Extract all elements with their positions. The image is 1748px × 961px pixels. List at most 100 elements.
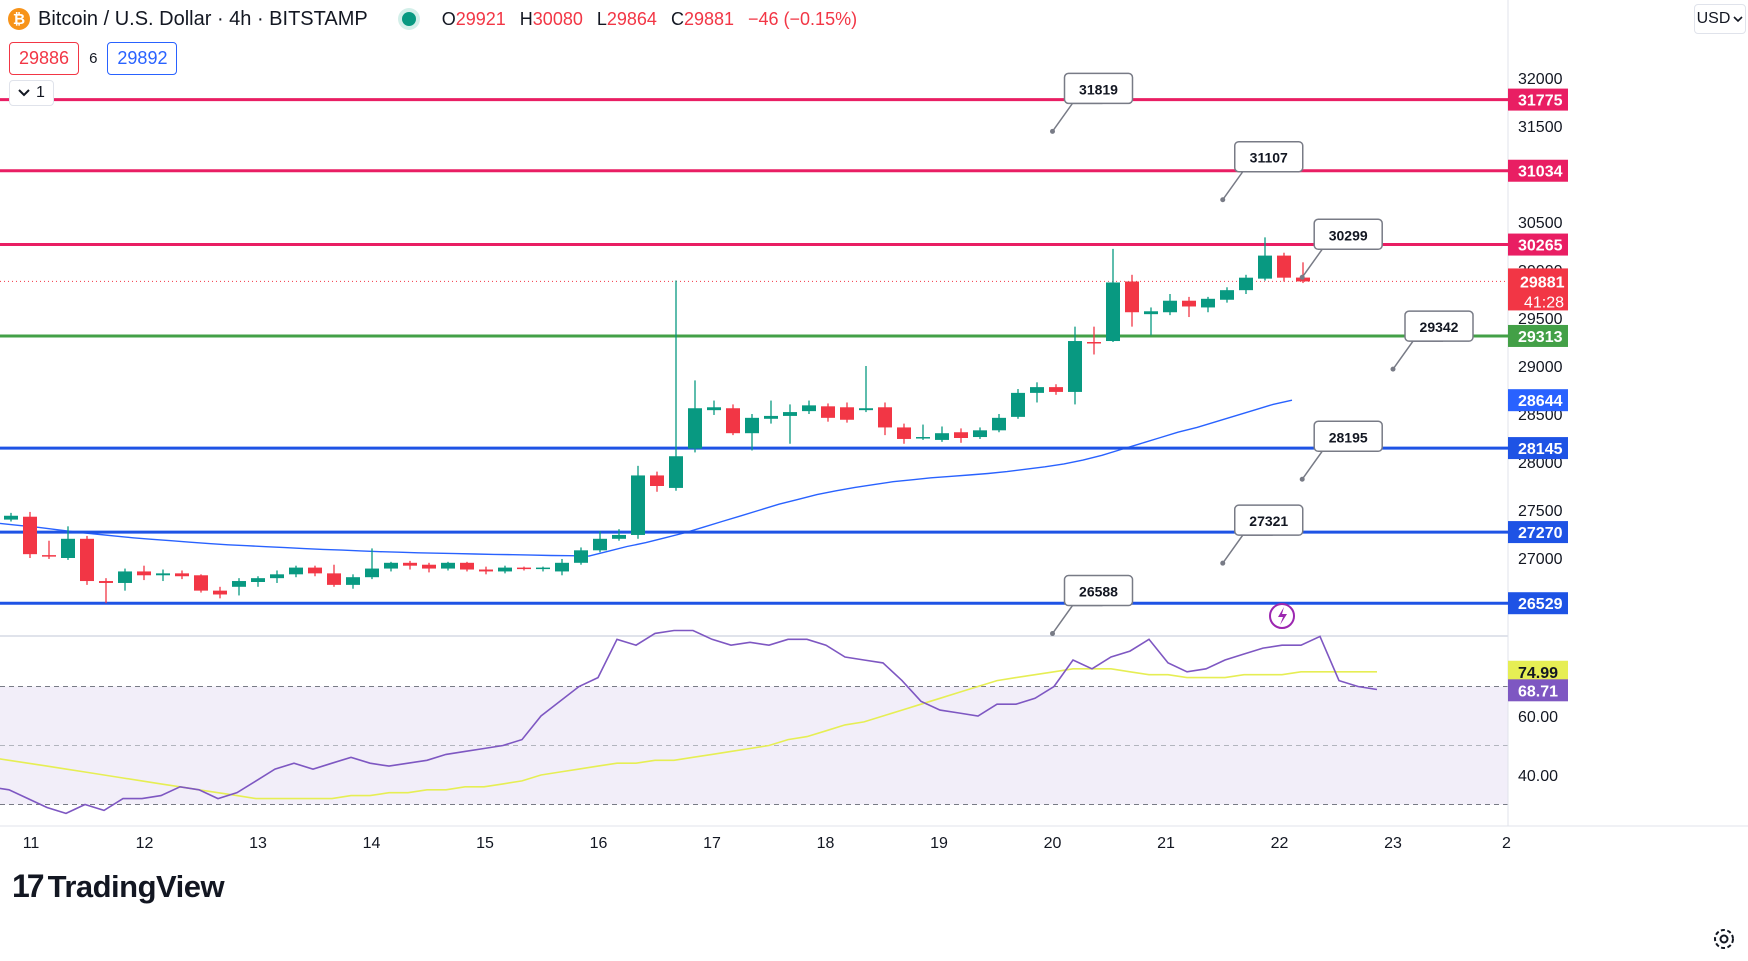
candle-body	[688, 408, 702, 449]
tradingview-logo[interactable]: 17 TradingView	[12, 868, 225, 905]
candle-body	[498, 567, 512, 572]
rsi-line	[0, 629, 1378, 815]
time-tick-label: 20	[1044, 835, 1062, 852]
candle-body	[118, 571, 132, 583]
chevron-down-icon	[1733, 15, 1743, 22]
candle-body	[1144, 311, 1158, 315]
candle-body	[1030, 387, 1044, 393]
candle-body	[859, 408, 873, 411]
price-tick-label: 31500	[1518, 119, 1563, 136]
candle-body	[213, 590, 227, 595]
candle-body	[536, 567, 550, 570]
candle-body	[1087, 342, 1101, 344]
candle-body	[574, 550, 588, 563]
rsi-ma-axis-tag	[1508, 660, 1568, 683]
candle-body	[1106, 282, 1120, 342]
level-axis-tag	[1508, 159, 1568, 182]
callout-box	[1234, 140, 1304, 173]
currency-select[interactable]: USD	[1694, 4, 1746, 34]
rsi-ma-axis-label: 74.99	[1518, 665, 1558, 682]
candle-body	[175, 573, 189, 577]
rsi-axis-label: 68.71	[1518, 683, 1558, 700]
ma-axis-label: 28644	[1518, 393, 1563, 410]
current-price-label: 29881	[1520, 274, 1565, 291]
candle-body	[251, 578, 265, 582]
callout-box	[1313, 420, 1383, 453]
callout-anchor	[1390, 366, 1396, 372]
level-axis-tag	[1508, 88, 1568, 111]
trade-buttons: 29886 6 29892	[9, 42, 178, 75]
candle-body	[650, 475, 664, 486]
candle-body	[327, 573, 341, 585]
candle-body	[897, 427, 911, 439]
chevron-down-icon	[18, 89, 30, 97]
candle-body	[517, 567, 531, 570]
candle-body	[707, 407, 721, 411]
candle-body	[840, 407, 854, 420]
gear-icon[interactable]	[1711, 926, 1737, 952]
market-status-dot[interactable]	[401, 12, 416, 26]
change-value: −46 (−0.15%)	[748, 8, 858, 29]
callout-anchor	[1220, 197, 1226, 203]
callout-box	[1404, 310, 1474, 342]
candle-body	[745, 417, 759, 434]
candle-body	[726, 408, 740, 434]
candle-body	[802, 405, 816, 412]
price-tick-label: 29500	[1518, 311, 1563, 328]
callout-label: 28195	[1329, 429, 1368, 445]
callout-label: 26588	[1079, 584, 1118, 600]
moving-average-line	[0, 399, 1293, 557]
time-tick-label: 22	[1271, 835, 1289, 852]
candle-body	[1277, 255, 1291, 278]
level-axis-tag	[1508, 592, 1568, 615]
level-axis-label: 27270	[1518, 525, 1563, 542]
candle-body	[232, 581, 246, 587]
candle-body	[821, 406, 835, 418]
candle-body	[1163, 300, 1177, 313]
lightning-icon-bolt	[1278, 607, 1287, 625]
price-tick-label: 29000	[1518, 359, 1563, 376]
time-tick-label: 11	[23, 835, 40, 852]
candle-body	[1125, 281, 1139, 313]
callout-label: 30299	[1329, 227, 1368, 243]
candle-body	[555, 562, 569, 572]
candle-body	[954, 432, 968, 438]
price-tick-label: 27500	[1518, 503, 1563, 520]
candle-body	[783, 412, 797, 416]
callout-box	[1063, 574, 1134, 607]
rsi-ma-line	[0, 667, 1377, 800]
ma-axis-tag	[1508, 389, 1568, 412]
open-key: O	[441, 8, 456, 29]
time-tick-label: 17	[703, 835, 721, 852]
price-tick-label: 27000	[1518, 551, 1563, 568]
buy-button[interactable]: 29892	[107, 42, 178, 75]
rsi-tick-label: 60.00	[1518, 709, 1558, 726]
close-value: 29881	[683, 8, 734, 29]
callout-label: 31107	[1250, 150, 1288, 166]
sell-button[interactable]: 29886	[9, 42, 80, 75]
candle-body	[1182, 300, 1196, 307]
callout-box	[1234, 504, 1304, 536]
candle-body	[1201, 298, 1215, 308]
candle-body	[935, 433, 949, 440]
candle-body	[80, 538, 94, 582]
callout-anchor	[1050, 631, 1055, 637]
symbol-title[interactable]: Bitcoin / U.S. Dollar · 4h · BITSTAMP	[38, 7, 368, 30]
indicator-collapse-button[interactable]: 1	[9, 80, 54, 106]
callout-label: 29342	[1420, 319, 1459, 335]
low-key: L	[596, 8, 607, 29]
close-key: C	[670, 8, 684, 29]
bitcoin-icon: ₿	[8, 8, 30, 30]
level-axis-tag	[1508, 233, 1568, 256]
time-tick-label: 2	[1502, 835, 1511, 852]
level-axis-tag	[1508, 521, 1568, 544]
candle-body	[1239, 277, 1253, 291]
candle-body	[61, 538, 75, 558]
price-tick-label: 30500	[1518, 215, 1563, 232]
callout-anchor	[1299, 274, 1305, 280]
candle-body	[441, 562, 455, 569]
candle-body	[631, 475, 645, 535]
rsi-axis-tag	[1508, 679, 1568, 702]
